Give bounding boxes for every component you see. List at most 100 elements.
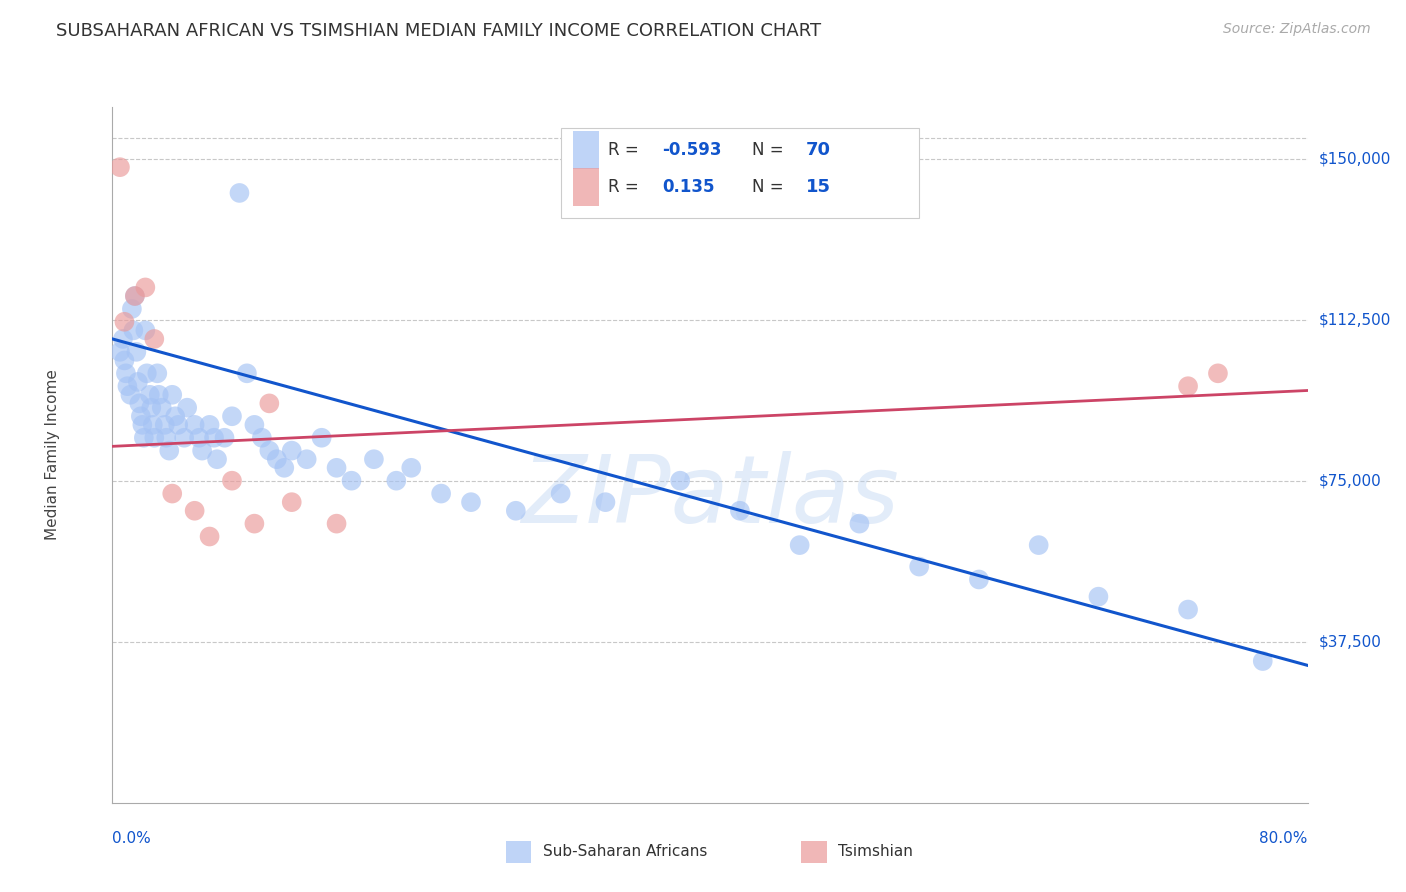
Text: $150,000: $150,000 xyxy=(1319,151,1391,166)
Text: $112,500: $112,500 xyxy=(1319,312,1391,327)
Point xyxy=(311,431,333,445)
Point xyxy=(243,417,266,432)
Point xyxy=(202,431,225,445)
Point xyxy=(595,495,617,509)
Point xyxy=(114,353,135,368)
Text: SUBSAHARAN AFRICAN VS TSIMSHIAN MEDIAN FAMILY INCOME CORRELATION CHART: SUBSAHARAN AFRICAN VS TSIMSHIAN MEDIAN F… xyxy=(56,22,821,40)
Text: R =: R = xyxy=(609,141,644,159)
Point xyxy=(131,417,153,432)
Text: N =: N = xyxy=(752,141,789,159)
Text: Tsimshian: Tsimshian xyxy=(838,845,912,859)
Bar xyxy=(572,131,599,169)
Text: 80.0%: 80.0% xyxy=(1260,830,1308,846)
Point xyxy=(191,443,214,458)
Point xyxy=(183,504,205,518)
Point xyxy=(155,431,177,445)
Point xyxy=(273,460,295,475)
Point xyxy=(848,516,870,531)
Point xyxy=(325,460,347,475)
Point xyxy=(1251,654,1274,668)
Point xyxy=(460,495,482,509)
Point xyxy=(281,443,304,458)
Point xyxy=(125,344,148,359)
Point xyxy=(157,443,180,458)
Point xyxy=(669,474,692,488)
Point xyxy=(250,431,273,445)
Point xyxy=(143,431,166,445)
Point xyxy=(146,367,169,381)
Point xyxy=(340,474,363,488)
Point xyxy=(173,431,195,445)
Point xyxy=(430,486,453,500)
Point xyxy=(728,504,751,518)
Text: Source: ZipAtlas.com: Source: ZipAtlas.com xyxy=(1223,22,1371,37)
Point xyxy=(134,280,156,294)
Point xyxy=(124,289,146,303)
Point xyxy=(115,367,138,381)
Point xyxy=(183,417,205,432)
Text: Sub-Saharan Africans: Sub-Saharan Africans xyxy=(543,845,707,859)
Point xyxy=(124,289,146,303)
Point xyxy=(259,443,281,458)
Point xyxy=(789,538,811,552)
Point xyxy=(176,401,198,415)
Point xyxy=(1177,379,1199,393)
Point xyxy=(401,460,423,475)
Point xyxy=(134,323,156,337)
Text: ZIPatlas: ZIPatlas xyxy=(522,451,898,542)
Point xyxy=(143,332,166,346)
Point xyxy=(205,452,228,467)
Point xyxy=(198,417,221,432)
Text: $75,000: $75,000 xyxy=(1319,473,1382,488)
Point xyxy=(1177,602,1199,616)
Point xyxy=(198,529,221,543)
Point xyxy=(295,452,318,467)
Point xyxy=(135,367,157,381)
Point xyxy=(108,160,131,174)
Text: 0.0%: 0.0% xyxy=(112,830,152,846)
Text: Median Family Income: Median Family Income xyxy=(45,369,60,541)
Point xyxy=(550,486,572,500)
Bar xyxy=(572,168,599,206)
Point xyxy=(120,388,142,402)
Point xyxy=(132,431,155,445)
Point xyxy=(214,431,236,445)
Point xyxy=(142,417,165,432)
Point xyxy=(908,559,931,574)
Point xyxy=(221,409,243,424)
Point xyxy=(967,573,990,587)
Point xyxy=(325,516,347,531)
Point xyxy=(243,516,266,531)
Point xyxy=(141,401,163,415)
Point xyxy=(108,344,131,359)
Point xyxy=(363,452,385,467)
Point xyxy=(221,474,243,488)
Text: 0.135: 0.135 xyxy=(662,178,714,196)
Point xyxy=(505,504,527,518)
Text: 15: 15 xyxy=(806,178,831,196)
Point xyxy=(111,332,134,346)
FancyBboxPatch shape xyxy=(561,128,920,219)
Point xyxy=(128,396,150,410)
Point xyxy=(148,388,170,402)
Point xyxy=(114,315,135,329)
Point xyxy=(162,486,183,500)
Point xyxy=(162,388,183,402)
Text: R =: R = xyxy=(609,178,644,196)
Text: -0.593: -0.593 xyxy=(662,141,721,159)
Text: N =: N = xyxy=(752,178,789,196)
Point xyxy=(266,452,288,467)
Point xyxy=(150,401,173,415)
Point xyxy=(228,186,250,200)
Point xyxy=(188,431,211,445)
Point xyxy=(129,409,152,424)
Point xyxy=(165,409,187,424)
Point xyxy=(121,301,143,316)
Point xyxy=(127,375,149,389)
Text: $37,500: $37,500 xyxy=(1319,634,1382,649)
Point xyxy=(1087,590,1109,604)
Point xyxy=(153,417,176,432)
Point xyxy=(122,323,145,337)
Point xyxy=(236,367,259,381)
Point xyxy=(281,495,304,509)
